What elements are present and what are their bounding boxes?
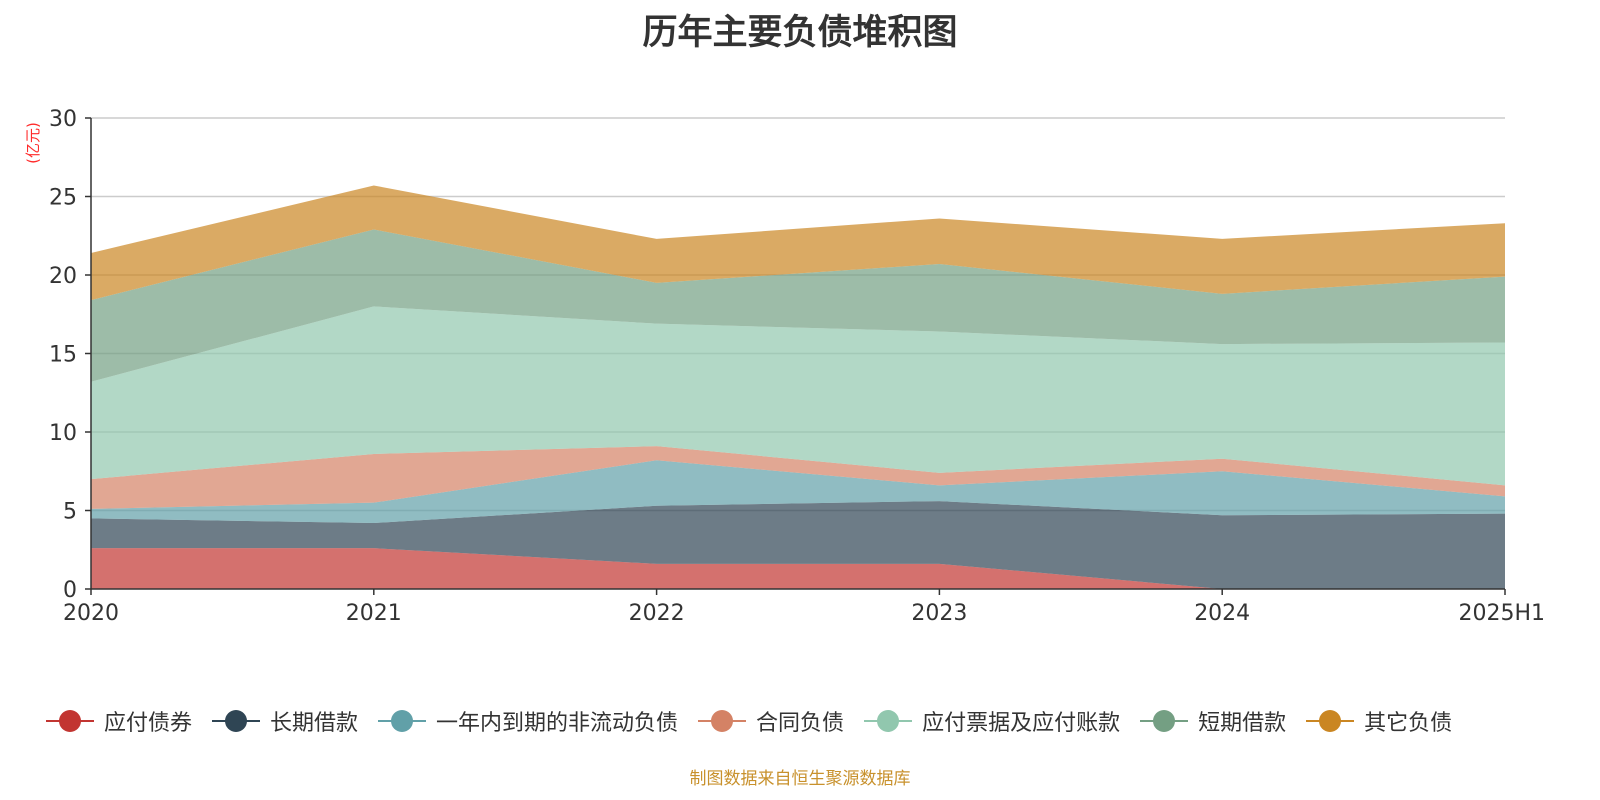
legend-marker-icon — [378, 707, 427, 735]
series-area — [91, 501, 1505, 589]
series-area — [91, 306, 1505, 486]
area-series — [91, 185, 1505, 589]
x-tick-label: 2023 — [911, 601, 967, 626]
y-tick-label: 30 — [49, 107, 77, 132]
legend-marker-icon — [46, 707, 94, 735]
y-tick-label: 5 — [63, 500, 77, 525]
chart-title: 历年主要负债堆积图 — [642, 13, 958, 53]
x-tick-label: 2022 — [629, 601, 685, 626]
legend-item[interactable]: 短期借款 — [1140, 705, 1286, 737]
legend-label: 短期借款 — [1198, 711, 1287, 736]
legend: 应付债券 长期借款 一年内到期的非流动负债 合同负债 应付票据及应付账款 短期借款 其它负债 — [46, 705, 1472, 737]
x-tick-label: 2025H1 — [1458, 601, 1545, 626]
series-area — [91, 548, 1505, 589]
legend-item[interactable]: 一年内到期的非流动负债 — [378, 705, 678, 737]
series-area — [91, 460, 1505, 524]
legend-item[interactable]: 合同负债 — [698, 705, 844, 737]
legend-item[interactable]: 长期借款 — [212, 705, 358, 737]
tick-labels: 0 5 10 15 20 25 30 2020 2021 2022 2023 2024 2025H1 — [49, 107, 1545, 626]
legend-label: 长期借款 — [270, 711, 359, 736]
legend-marker-icon — [864, 707, 913, 735]
series-area — [91, 229, 1505, 382]
y-tick-label: 25 — [49, 186, 77, 211]
x-tick-label: 2020 — [63, 601, 119, 626]
series-area — [91, 185, 1505, 301]
source-note: 制图数据来自恒生聚源数据库 — [689, 769, 911, 789]
legend-label: 一年内到期的非流动负债 — [436, 711, 679, 736]
x-tick-label: 2024 — [1194, 601, 1250, 626]
legend-marker-icon — [1306, 707, 1355, 735]
legend-marker-icon — [698, 707, 747, 735]
y-tick-label: 20 — [49, 264, 77, 289]
legend-label: 应付票据及应付账款 — [922, 711, 1121, 736]
legend-item[interactable]: 其它负债 — [1306, 705, 1452, 737]
legend-marker-icon — [212, 707, 261, 735]
y-tick-label: 10 — [49, 421, 77, 446]
legend-label: 应付债券 — [104, 711, 193, 736]
axes — [85, 117, 1506, 595]
x-tick-label: 2021 — [346, 601, 402, 626]
y-tick-label: 15 — [49, 343, 77, 368]
legend-label: 合同负债 — [756, 711, 845, 736]
y-unit-label: (亿元) — [24, 122, 42, 164]
legend-item[interactable]: 应付票据及应付账款 — [864, 705, 1120, 737]
y-tick-label: 0 — [63, 578, 77, 603]
legend-item[interactable]: 应付债券 — [46, 705, 192, 737]
legend-label: 其它负债 — [1364, 711, 1453, 736]
series-area — [91, 446, 1505, 509]
legend-marker-icon — [1140, 707, 1189, 735]
